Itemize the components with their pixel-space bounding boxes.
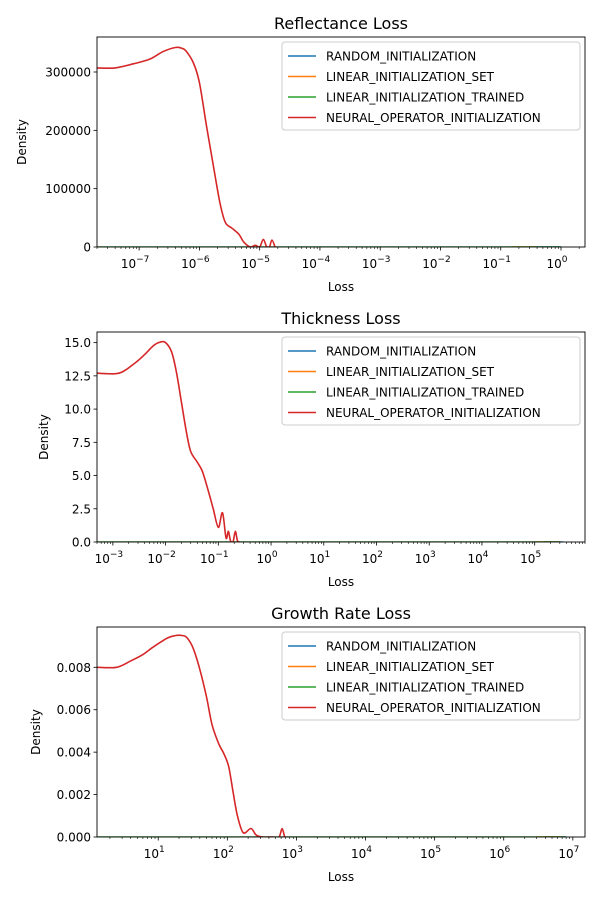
x-axis-label: Loss [328, 575, 354, 589]
x-tick-label: 10−1 [482, 255, 511, 271]
x-tick-label: 103 [282, 845, 303, 861]
chart-title: Thickness Loss [280, 309, 400, 328]
legend-box [281, 631, 581, 721]
legend-label: LINEAR_INITIALIZATION_TRAINED [326, 386, 524, 400]
x-tick-label: 103 [415, 550, 436, 566]
x-tick-label: 10−6 [181, 255, 210, 271]
chart-panel-3: Growth Rate Loss 101 102 103 104 105 106 107 0.0… [29, 604, 586, 884]
legend-label: LINEAR_INITIALIZATION_TRAINED [326, 681, 524, 695]
y-axis-label: Density [29, 709, 43, 755]
legend-box [281, 41, 581, 131]
y-tick-label: 0.008 [57, 661, 91, 675]
legend: RANDOM_INITIALIZATION LINEAR_INITIALIZATI… [281, 41, 581, 131]
y-axis-label: Density [37, 414, 51, 460]
x-tick-label: 10−2 [147, 550, 176, 566]
x-tick-label: 10−1 [200, 550, 229, 566]
y-tick-label: 0.006 [57, 703, 91, 717]
legend-label: LINEAR_INITIALIZATION_SET [326, 660, 495, 674]
legend-label: RANDOM_INITIALIZATION [326, 345, 476, 359]
y-tick-label: 100000 [45, 182, 91, 196]
legend-label: LINEAR_INITIALIZATION_TRAINED [326, 91, 524, 105]
y-axis-label: Density [15, 119, 29, 165]
y-tick-label: 5.0 [72, 469, 91, 483]
legend-label: NEURAL_OPERATOR_INITIALIZATION [326, 701, 541, 715]
chart-title: Growth Rate Loss [271, 604, 411, 623]
plot-frame [96, 626, 586, 838]
series-line-4 [97, 340, 240, 542]
y-tick-label: 2.5 [72, 502, 91, 516]
y-tick-label: 0 [83, 241, 91, 255]
x-tick-label: 105 [520, 550, 541, 566]
legend: RANDOM_INITIALIZATION LINEAR_INITIALIZATI… [281, 631, 581, 721]
legend-label: RANDOM_INITIALIZATION [326, 640, 476, 654]
x-tick-label: 101 [309, 550, 330, 566]
y-tick-label: 0.000 [57, 831, 91, 845]
x-tick-label: 105 [420, 845, 441, 861]
y-tick-label: 0.0 [72, 536, 91, 550]
x-tick-label: 10−7 [121, 255, 150, 271]
x-tick-label: 10−5 [241, 255, 270, 271]
x-tick-label: 10−4 [302, 255, 331, 271]
series-line-4 [97, 46, 276, 247]
y-tick-label: 12.5 [64, 369, 91, 383]
y-tick-label: 0.004 [57, 746, 91, 760]
legend-label: NEURAL_OPERATOR_INITIALIZATION [326, 406, 541, 420]
series-line-4 [97, 634, 288, 837]
x-axis-label: Loss [328, 280, 354, 294]
legend-box [281, 336, 581, 426]
legend-label: LINEAR_INITIALIZATION_SET [326, 365, 495, 379]
y-tick-label: 15.0 [64, 336, 91, 350]
x-tick-label: 101 [144, 845, 165, 861]
x-tick-label: 10−3 [95, 550, 124, 566]
y-tick-label: 200000 [45, 124, 91, 138]
legend-label: LINEAR_INITIALIZATION_SET [326, 70, 495, 84]
plot-frame [96, 36, 586, 248]
x-axis-label: Loss [328, 870, 354, 884]
x-tick-label: 107 [558, 845, 579, 861]
y-tick-label: 7.5 [72, 436, 91, 450]
y-tick-label: 10.0 [64, 403, 91, 417]
y-tick-label: 300000 [45, 66, 91, 80]
legend-label: NEURAL_OPERATOR_INITIALIZATION [326, 111, 541, 125]
x-tick-label: 102 [362, 550, 383, 566]
chart-panel-1: Reflectance Loss 10−7 10−6 10−5 10−4 10−3 10−2… [15, 14, 586, 294]
x-tick-label: 10−3 [362, 255, 391, 271]
x-tick-label: 102 [213, 845, 234, 861]
y-tick-label: 0.002 [57, 788, 91, 802]
chart-title: Reflectance Loss [274, 14, 408, 33]
legend-label: RANDOM_INITIALIZATION [326, 50, 476, 64]
x-tick-label: 104 [351, 845, 372, 861]
x-tick-label: 106 [489, 845, 510, 861]
x-tick-label: 100 [547, 255, 568, 271]
plot-frame [96, 331, 586, 543]
x-tick-label: 100 [257, 550, 278, 566]
x-tick-label: 10−2 [422, 255, 451, 271]
x-tick-label: 104 [467, 550, 488, 566]
legend: RANDOM_INITIALIZATION LINEAR_INITIALIZATI… [281, 336, 581, 426]
chart-panel-2: Thickness Loss 10−3 10−2 10−1 100 101 102 103 10… [37, 309, 586, 589]
